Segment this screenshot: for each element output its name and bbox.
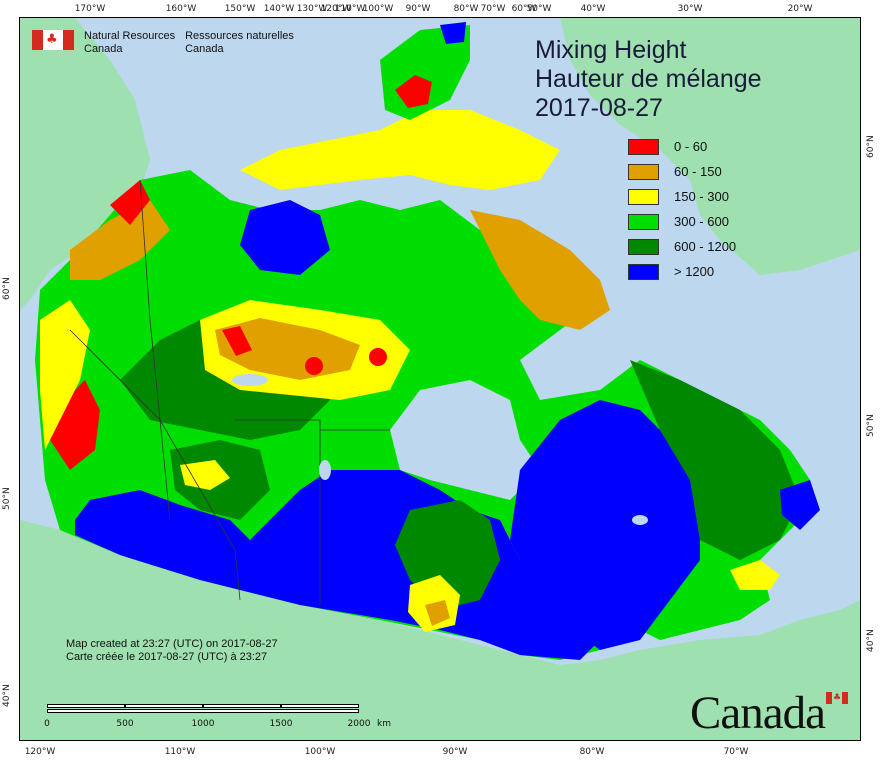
land-usa (20, 520, 860, 740)
labrador-green (630, 360, 800, 560)
graticule-label: 110°W (334, 4, 366, 14)
land-alaska (20, 18, 150, 310)
creation-note-en: Map created at 23:27 (UTC) on 2017-08-27 (66, 638, 278, 650)
ontario-orange (425, 600, 450, 626)
graticule-label: 160°W (165, 4, 197, 14)
graticule-label: 130°W (296, 4, 328, 14)
graticule-label: 80°W (453, 4, 479, 14)
legend-item: > 1200 (628, 259, 736, 284)
maritimes-yellow (730, 560, 780, 590)
graticule-label: 50°N (2, 487, 12, 510)
yukon-orange (70, 200, 170, 280)
graticule-label: 70°W (723, 747, 749, 757)
legend-swatch (628, 213, 659, 230)
agency-signature: ♣ Natural Resources Canada Ressources na… (32, 30, 294, 56)
legend-item: 150 - 300 (628, 184, 736, 209)
graticule-label: 40°N (2, 684, 12, 707)
lakes (232, 374, 648, 525)
agency-en-line2: Canada (84, 43, 123, 55)
scale-label: 500 (116, 719, 134, 729)
agency-fr-line2: Canada (185, 43, 224, 55)
prairies-yellow (180, 460, 230, 490)
legend-swatch (628, 263, 659, 280)
graticule-label: 60°N (2, 277, 12, 300)
legend-swatch (628, 163, 659, 180)
ellesmere-red (395, 75, 432, 108)
legend: 0 - 60 60 - 150 150 - 300 300 - 600 600 - 12… (628, 134, 736, 284)
provincial-boundaries (69, 179, 390, 605)
legend-label: 60 - 150 (674, 164, 722, 179)
graticule-label: 100°W (362, 4, 394, 14)
scale-unit: km (377, 719, 391, 729)
victoria-island-blue (240, 200, 330, 275)
agency-fr-line1: Ressources naturelles (185, 30, 294, 42)
legend-label: 150 - 300 (674, 189, 729, 204)
graticule-label: 40°W (580, 4, 606, 14)
graticule-label: 100°W (304, 747, 336, 757)
bc-coast-red (50, 380, 100, 470)
graticule-label: 80°W (579, 747, 605, 757)
agency-name-fr: Ressources naturelles Canada (185, 30, 294, 56)
graticule-label: 90°W (405, 4, 431, 14)
legend-item: 600 - 1200 (628, 234, 736, 259)
graticule-label: 20°W (787, 4, 813, 14)
legend-label: 300 - 600 (674, 214, 729, 229)
nwt-orange (215, 318, 360, 380)
graticule-label: 140°W (263, 4, 295, 14)
graticule-label: 70°W (480, 4, 506, 14)
scale-label: 1000 (191, 719, 215, 729)
graticule-label: 60°N (866, 135, 876, 158)
legend-label: 600 - 1200 (674, 239, 737, 254)
scale-label: 0 (44, 719, 50, 729)
legend-swatch (628, 188, 659, 205)
nwt-red-1 (222, 326, 252, 356)
agency-en-line1: Natural Resources (84, 30, 176, 42)
graticule-label: 150°W (224, 4, 256, 14)
title-fr: Hauteur de mélange (535, 65, 762, 93)
graticule-label: 110°W (164, 747, 196, 757)
title-date: 2017-08-27 (535, 94, 663, 122)
legend-item: 60 - 150 (628, 159, 736, 184)
nwt-red-3 (369, 348, 387, 366)
graticule-label: 60°W (511, 4, 537, 14)
scale-label: 2000 (347, 719, 371, 729)
graticule-label: 170°W (74, 4, 106, 14)
legend-item: 300 - 600 (628, 209, 736, 234)
land-greenland (560, 18, 860, 275)
baffin-island (470, 210, 610, 330)
legend-swatch (628, 138, 659, 155)
graticule-label: 30°W (677, 4, 703, 14)
graticule-label: 120°W (24, 747, 56, 757)
ellesmere-blue (440, 22, 466, 44)
legend-item: 0 - 60 (628, 134, 736, 159)
graticule-label: 50°N (866, 414, 876, 437)
wordmark-flag-icon: ♣ (826, 692, 848, 704)
graticule-label: 90°W (442, 747, 468, 757)
graticule-label: 120°W (320, 4, 352, 14)
legend-label: 0 - 60 (674, 139, 708, 154)
canada-flag-icon: ♣ (32, 30, 74, 50)
creation-note-fr: Carte créée le 2017-08-27 (UTC) à 23:27 (66, 651, 268, 663)
agency-name-en: Natural Resources Canada (84, 30, 175, 56)
arctic-islands (240, 110, 560, 190)
graticule-label: 40°N (866, 629, 876, 652)
map-title: Mixing Height Hauteur de mélange 2017-08… (535, 36, 762, 123)
scale-bar (47, 704, 359, 714)
nfld-blue (780, 480, 820, 530)
scale-label: 1500 (269, 719, 293, 729)
legend-swatch (628, 238, 659, 255)
title-en: Mixing Height (535, 36, 687, 64)
nwt-red-2 (305, 357, 323, 375)
canada-wordmark: Canada (690, 687, 826, 739)
creation-note: Map created at 23:27 (UTC) on 2017-08-27… (66, 638, 278, 664)
quebec-blue (510, 400, 700, 650)
yukon-red (110, 180, 150, 225)
graticule-label: 50°W (526, 4, 552, 14)
legend-label: > 1200 (674, 264, 715, 279)
